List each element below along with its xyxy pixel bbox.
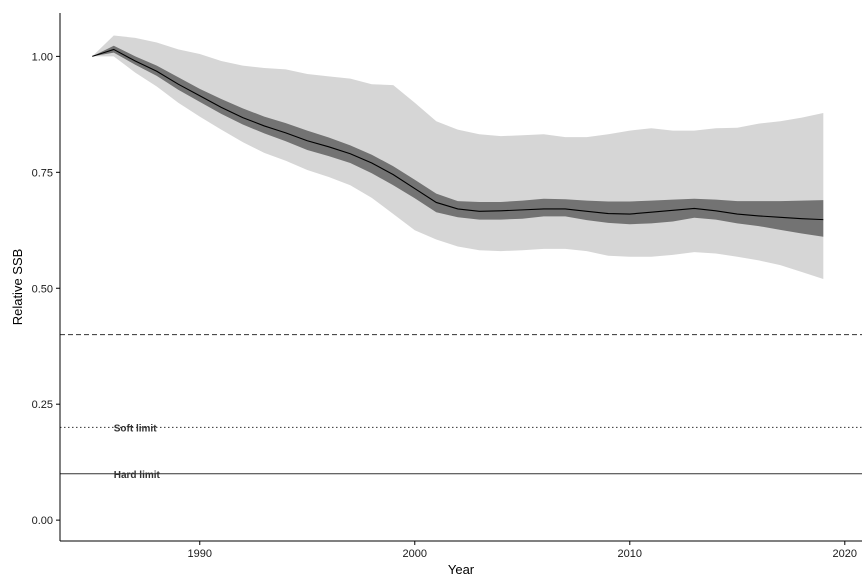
y-tick-label: 0.50	[32, 283, 53, 295]
outer-uncertainty-band	[92, 35, 824, 279]
median-line	[92, 48, 824, 221]
y-tick-label: 0.25	[32, 399, 53, 411]
axes: 0.00 0.25 0.50 0.75 1.00 1990 2000 2010 2020	[32, 13, 862, 560]
y-tick-label: 0.75	[32, 167, 53, 179]
x-axis-title: Year	[448, 562, 475, 574]
x-tick-label: 2000	[403, 548, 427, 560]
x-tick-label: 2010	[618, 548, 642, 560]
x-tick-label: 2020	[833, 548, 857, 560]
reference-label-dotted: Soft limit	[114, 423, 157, 434]
x-tick-label: 1990	[188, 548, 212, 560]
uncertainty-bands	[92, 35, 824, 279]
y-tick-label: 1.00	[32, 51, 53, 63]
y-tick-label: 0.00	[32, 515, 53, 527]
median-line-group	[92, 48, 824, 221]
inner-uncertainty-band	[92, 45, 824, 237]
reference-label-solid: Hard limit	[114, 470, 161, 481]
reference-lines: Soft limit Hard limit	[60, 334, 862, 481]
y-axis-title: Relative SSB	[10, 249, 25, 326]
